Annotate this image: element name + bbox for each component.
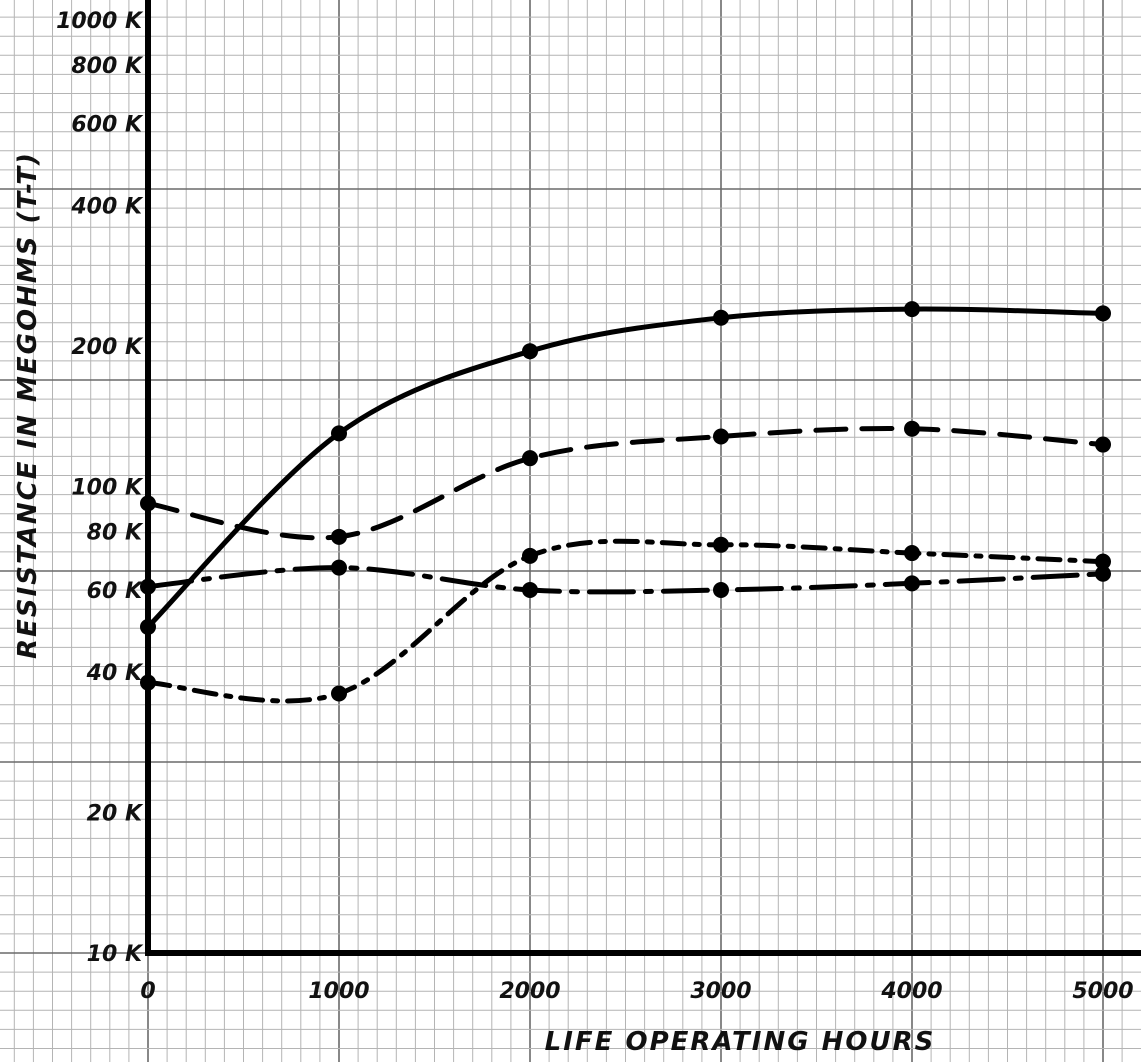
y-tick-label: 60 K [87,579,144,604]
series-3-point [904,575,920,592]
series-4-point [331,685,347,702]
y-axis-title: RESISTANCE IN MEGOHMS (T-T) [13,151,43,659]
series-1-point [713,309,729,326]
series-2-point [140,495,156,512]
series-1-point [1095,305,1111,322]
series-4-point [522,547,538,564]
series-layer [140,301,1111,704]
series-4-line [145,538,1106,704]
series-2-point [904,420,920,437]
y-tick-label: 1000 K [56,9,144,34]
series-2-point [331,528,347,545]
series-1-line [145,306,1106,630]
series-1-point [904,301,920,318]
series-4-point [140,674,156,691]
y-tick-label: 10 K [87,942,144,967]
series-2-line [145,425,1106,541]
x-tick-label: 0 [140,979,155,1004]
series-1-point [331,425,347,442]
series-1-point [522,343,538,360]
series-1 [140,301,1111,635]
series-1-point [140,618,156,635]
y-tick-label: 80 K [87,521,144,546]
series-4 [140,536,1111,704]
series-3-point [140,578,156,595]
series-4-point [1095,553,1111,570]
tick-labels: 10 K 20 K 40 K 60 K 80 K 100 K 200 K 400 K 600 K… [56,9,1134,1004]
series-3-line [145,565,1106,595]
series-2-point [713,428,729,445]
series-3-point [713,581,729,598]
y-tick-label: 200 K [71,335,144,360]
x-tick-label: 5000 [1072,979,1133,1004]
y-tick-label: 800 K [71,54,144,79]
axes [145,0,1141,956]
x-tick-label: 1000 [308,979,369,1004]
series-3-point [1095,565,1111,582]
y-tick-label: 400 K [70,195,144,220]
x-tick-label: 2000 [499,979,560,1004]
series-3-point [522,581,538,598]
y-tick-label: 40 K [86,661,144,686]
x-tick-label: 3000 [690,979,751,1004]
series-4-point [713,536,729,553]
y-tick-label: 20 K [87,802,144,827]
series-2 [140,420,1111,545]
series-2-point [522,450,538,467]
series-3-point [331,559,347,576]
y-tick-label: 100 K [71,476,144,501]
x-tick-label: 4000 [880,979,942,1004]
series-3 [140,559,1111,598]
x-axis-title: LIFE OPERATING HOURS [545,1027,936,1057]
series-2-point [1095,436,1111,453]
series-4-point [904,545,920,562]
y-tick-label: 600 K [71,112,144,137]
